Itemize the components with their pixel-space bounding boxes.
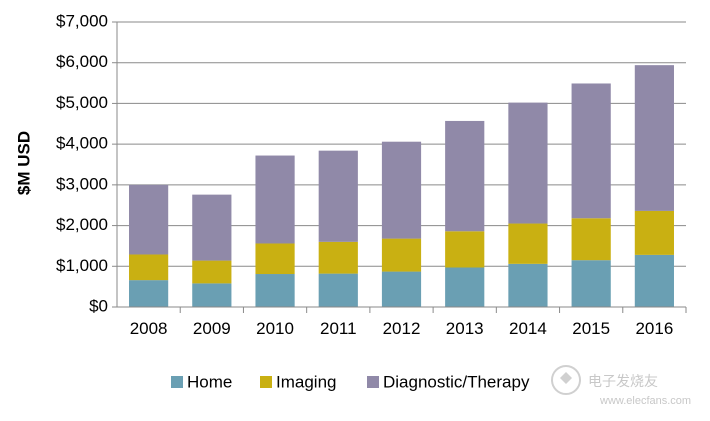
bar-segment-home [318,273,358,307]
legend-item-diagnostic-therapy: Diagnostic/Therapy [367,372,530,391]
y-tick-label: $0 [89,296,108,315]
bar-segment-imaging [571,218,611,261]
watermark-logo-icon [551,365,581,395]
legend-swatch [260,376,272,388]
bar-segment-home [255,274,295,307]
bar-segment-home [129,280,169,307]
legend-label: Diagnostic/Therapy [383,372,530,391]
x-tick-label: 2016 [635,319,673,338]
bar-segment-home [634,254,674,307]
bar-segment-diagnostic-therapy [508,102,548,224]
bar-segment-diagnostic-therapy [445,120,485,232]
x-tick-label: 2013 [446,319,484,338]
x-tick-label: 2010 [256,319,294,338]
legend-label: Imaging [276,372,336,391]
legend-item-imaging: Imaging [260,372,336,391]
bar-segment-imaging [508,223,548,264]
y-tick-label: $1,000 [56,256,108,275]
bar-segment-home [192,283,232,307]
legend: Home Imaging Diagnostic/Therapy [171,372,530,391]
y-tick-label: $3,000 [56,174,108,193]
bar-segment-diagnostic-therapy [634,65,674,211]
bar-segment-imaging [381,238,422,272]
bar-segment-home [508,263,548,307]
x-tick-label: 2011 [320,319,357,338]
bars [129,65,674,307]
x-tick-label: 2015 [572,319,610,338]
watermark: 电子发烧友 www.elecfans.com [551,365,691,407]
bar-segment-imaging [255,243,295,275]
y-tick-label: $7,000 [56,11,108,30]
x-tick-label: 2009 [193,319,231,338]
legend-label: Home [187,372,232,391]
legend-item-home: Home [171,372,232,391]
y-tick-labels: $0 $1,000 $2,000 $3,000 $4,000 $5,000 $6,000 $7… [56,11,108,315]
bar-segment-diagnostic-therapy [129,184,169,255]
y-tick-label: $4,000 [56,134,108,153]
bar-segment-diagnostic-therapy [571,83,611,219]
legend-swatch [367,376,379,388]
bar-segment-diagnostic-therapy [255,155,295,244]
x-tick-label: 2012 [383,319,421,338]
bar-segment-imaging [445,231,485,268]
axes [112,21,687,313]
bar-segment-imaging [318,241,358,274]
x-tick-label: 2014 [509,319,547,338]
bar-segment-diagnostic-therapy [381,141,422,239]
watermark-text: 电子发烧友 [588,373,658,389]
bar-segment-home [381,271,422,307]
x-tick-label: 2008 [130,319,168,338]
x-tick-labels: 2008 2009 2010 2011 2012 2013 2014 2015 2016 [130,319,674,338]
bar-segment-diagnostic-therapy [192,194,232,261]
bar-segment-home [445,267,485,307]
bar-segment-imaging [129,254,169,281]
bar-segment-imaging [634,210,674,255]
bar-segment-diagnostic-therapy [318,150,358,242]
legend-swatch [171,376,183,388]
y-axis-title: $M USD [14,131,33,195]
y-tick-label: $6,000 [56,52,108,71]
y-tick-label: $2,000 [56,215,108,234]
bar-segment-imaging [192,260,232,284]
bar-segment-home [571,260,611,307]
y-tick-label: $5,000 [56,93,108,112]
watermark-url: www.elecfans.com [599,395,691,407]
